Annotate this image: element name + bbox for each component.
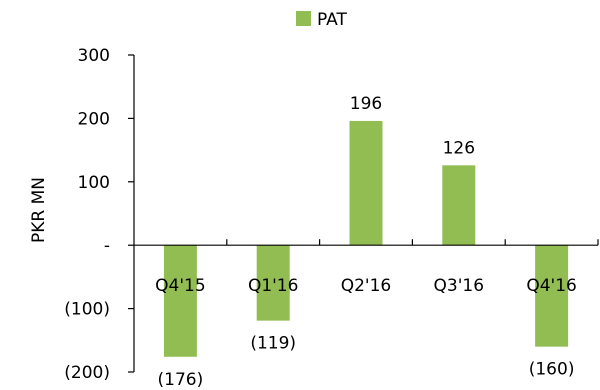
y-tick-label: 200 bbox=[78, 109, 110, 129]
bar bbox=[535, 245, 569, 347]
bar bbox=[442, 165, 476, 246]
y-tick-label: 100 bbox=[78, 173, 110, 193]
x-tick-label: Q4'16 bbox=[526, 276, 577, 296]
legend-label-pat: PAT bbox=[317, 10, 347, 30]
y-tick-label: (100) bbox=[64, 300, 110, 320]
bar bbox=[256, 245, 290, 321]
y-tick-label: (200) bbox=[64, 363, 110, 383]
x-tick-label: Q3'16 bbox=[434, 276, 485, 296]
x-tick-label: Q4'15 bbox=[155, 276, 206, 296]
bar bbox=[349, 120, 383, 246]
bars-layer bbox=[163, 120, 569, 357]
data-label: 126 bbox=[443, 138, 475, 158]
y-tick-label: 300 bbox=[78, 46, 110, 66]
x-tick-label: Q1'16 bbox=[248, 276, 299, 296]
y-tick-label: - bbox=[104, 236, 110, 256]
y-axis-title: PKR MN bbox=[29, 177, 49, 243]
bar bbox=[163, 245, 197, 357]
legend-swatch-pat bbox=[296, 11, 311, 26]
data-label: 196 bbox=[350, 94, 382, 114]
labels-layer: 300 200 100 - (100) (200) Q4'15 (176) Q1'16 (119)… bbox=[64, 46, 577, 390]
x-tick-label: Q2'16 bbox=[341, 276, 392, 296]
data-label: (160) bbox=[529, 360, 575, 380]
data-label: (176) bbox=[158, 370, 204, 390]
legend: PAT bbox=[296, 10, 347, 30]
axes-layer bbox=[128, 54, 599, 373]
data-label: (119) bbox=[250, 334, 296, 354]
